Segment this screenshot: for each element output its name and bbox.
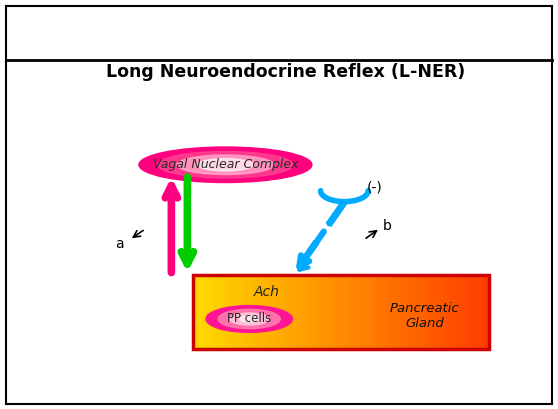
Bar [272,275,278,349]
Bar [445,275,451,349]
Bar [346,275,352,349]
Text: Pancreatic
Gland: Pancreatic Gland [389,302,459,330]
Bar [208,275,214,349]
Text: b: b [383,219,392,233]
Bar [262,275,268,349]
Bar [366,275,372,349]
Bar [455,275,460,349]
Bar [351,275,357,349]
Bar [430,275,436,349]
Bar [386,275,391,349]
Bar [371,275,377,349]
Text: Vagal Nuclear Complex: Vagal Nuclear Complex [153,158,298,171]
Ellipse shape [158,151,293,178]
Ellipse shape [139,147,312,182]
Bar [381,275,386,349]
Bar [238,275,243,349]
Bar [242,275,248,349]
Bar [302,275,307,349]
Ellipse shape [218,309,280,328]
Bar [474,275,480,349]
Bar [331,275,337,349]
Bar [479,275,485,349]
Bar [396,275,401,349]
Bar [425,275,431,349]
Bar [297,275,302,349]
Bar [405,275,411,349]
Bar [321,275,327,349]
Bar [247,275,253,349]
Bar [415,275,421,349]
Ellipse shape [177,155,274,175]
Bar [193,275,489,349]
Bar [198,275,204,349]
Bar [267,275,273,349]
Bar [257,275,263,349]
Bar [311,275,318,349]
Bar [400,275,406,349]
Bar [218,275,224,349]
Bar [410,275,416,349]
Bar [460,275,465,349]
Bar [484,275,490,349]
Bar [435,275,441,349]
Bar [193,275,199,349]
Text: a: a [115,237,124,251]
Ellipse shape [230,313,269,325]
Bar [252,275,258,349]
Text: (-): (-) [367,181,382,195]
Ellipse shape [206,306,292,333]
Bar [233,275,238,349]
Bar [465,275,470,349]
Bar [336,275,342,349]
Text: Long Neuroendocrine Reflex (L-NER): Long Neuroendocrine Reflex (L-NER) [107,63,465,81]
Ellipse shape [240,316,259,322]
Bar [450,275,455,349]
Bar [223,275,228,349]
Bar [361,275,367,349]
Text: PP cells: PP cells [227,312,271,326]
Bar [282,275,288,349]
Bar [440,275,446,349]
Bar [287,275,292,349]
Bar [203,275,209,349]
Bar [316,275,322,349]
Bar [469,275,475,349]
Bar [326,275,332,349]
Bar [213,275,219,349]
Bar [356,275,362,349]
Bar [306,275,312,349]
Bar [420,275,426,349]
Bar [391,275,396,349]
Text: Ach: Ach [253,285,280,299]
Bar [292,275,297,349]
Bar [277,275,283,349]
Ellipse shape [198,159,253,171]
Bar [341,275,347,349]
Bar [228,275,233,349]
Bar [376,275,382,349]
